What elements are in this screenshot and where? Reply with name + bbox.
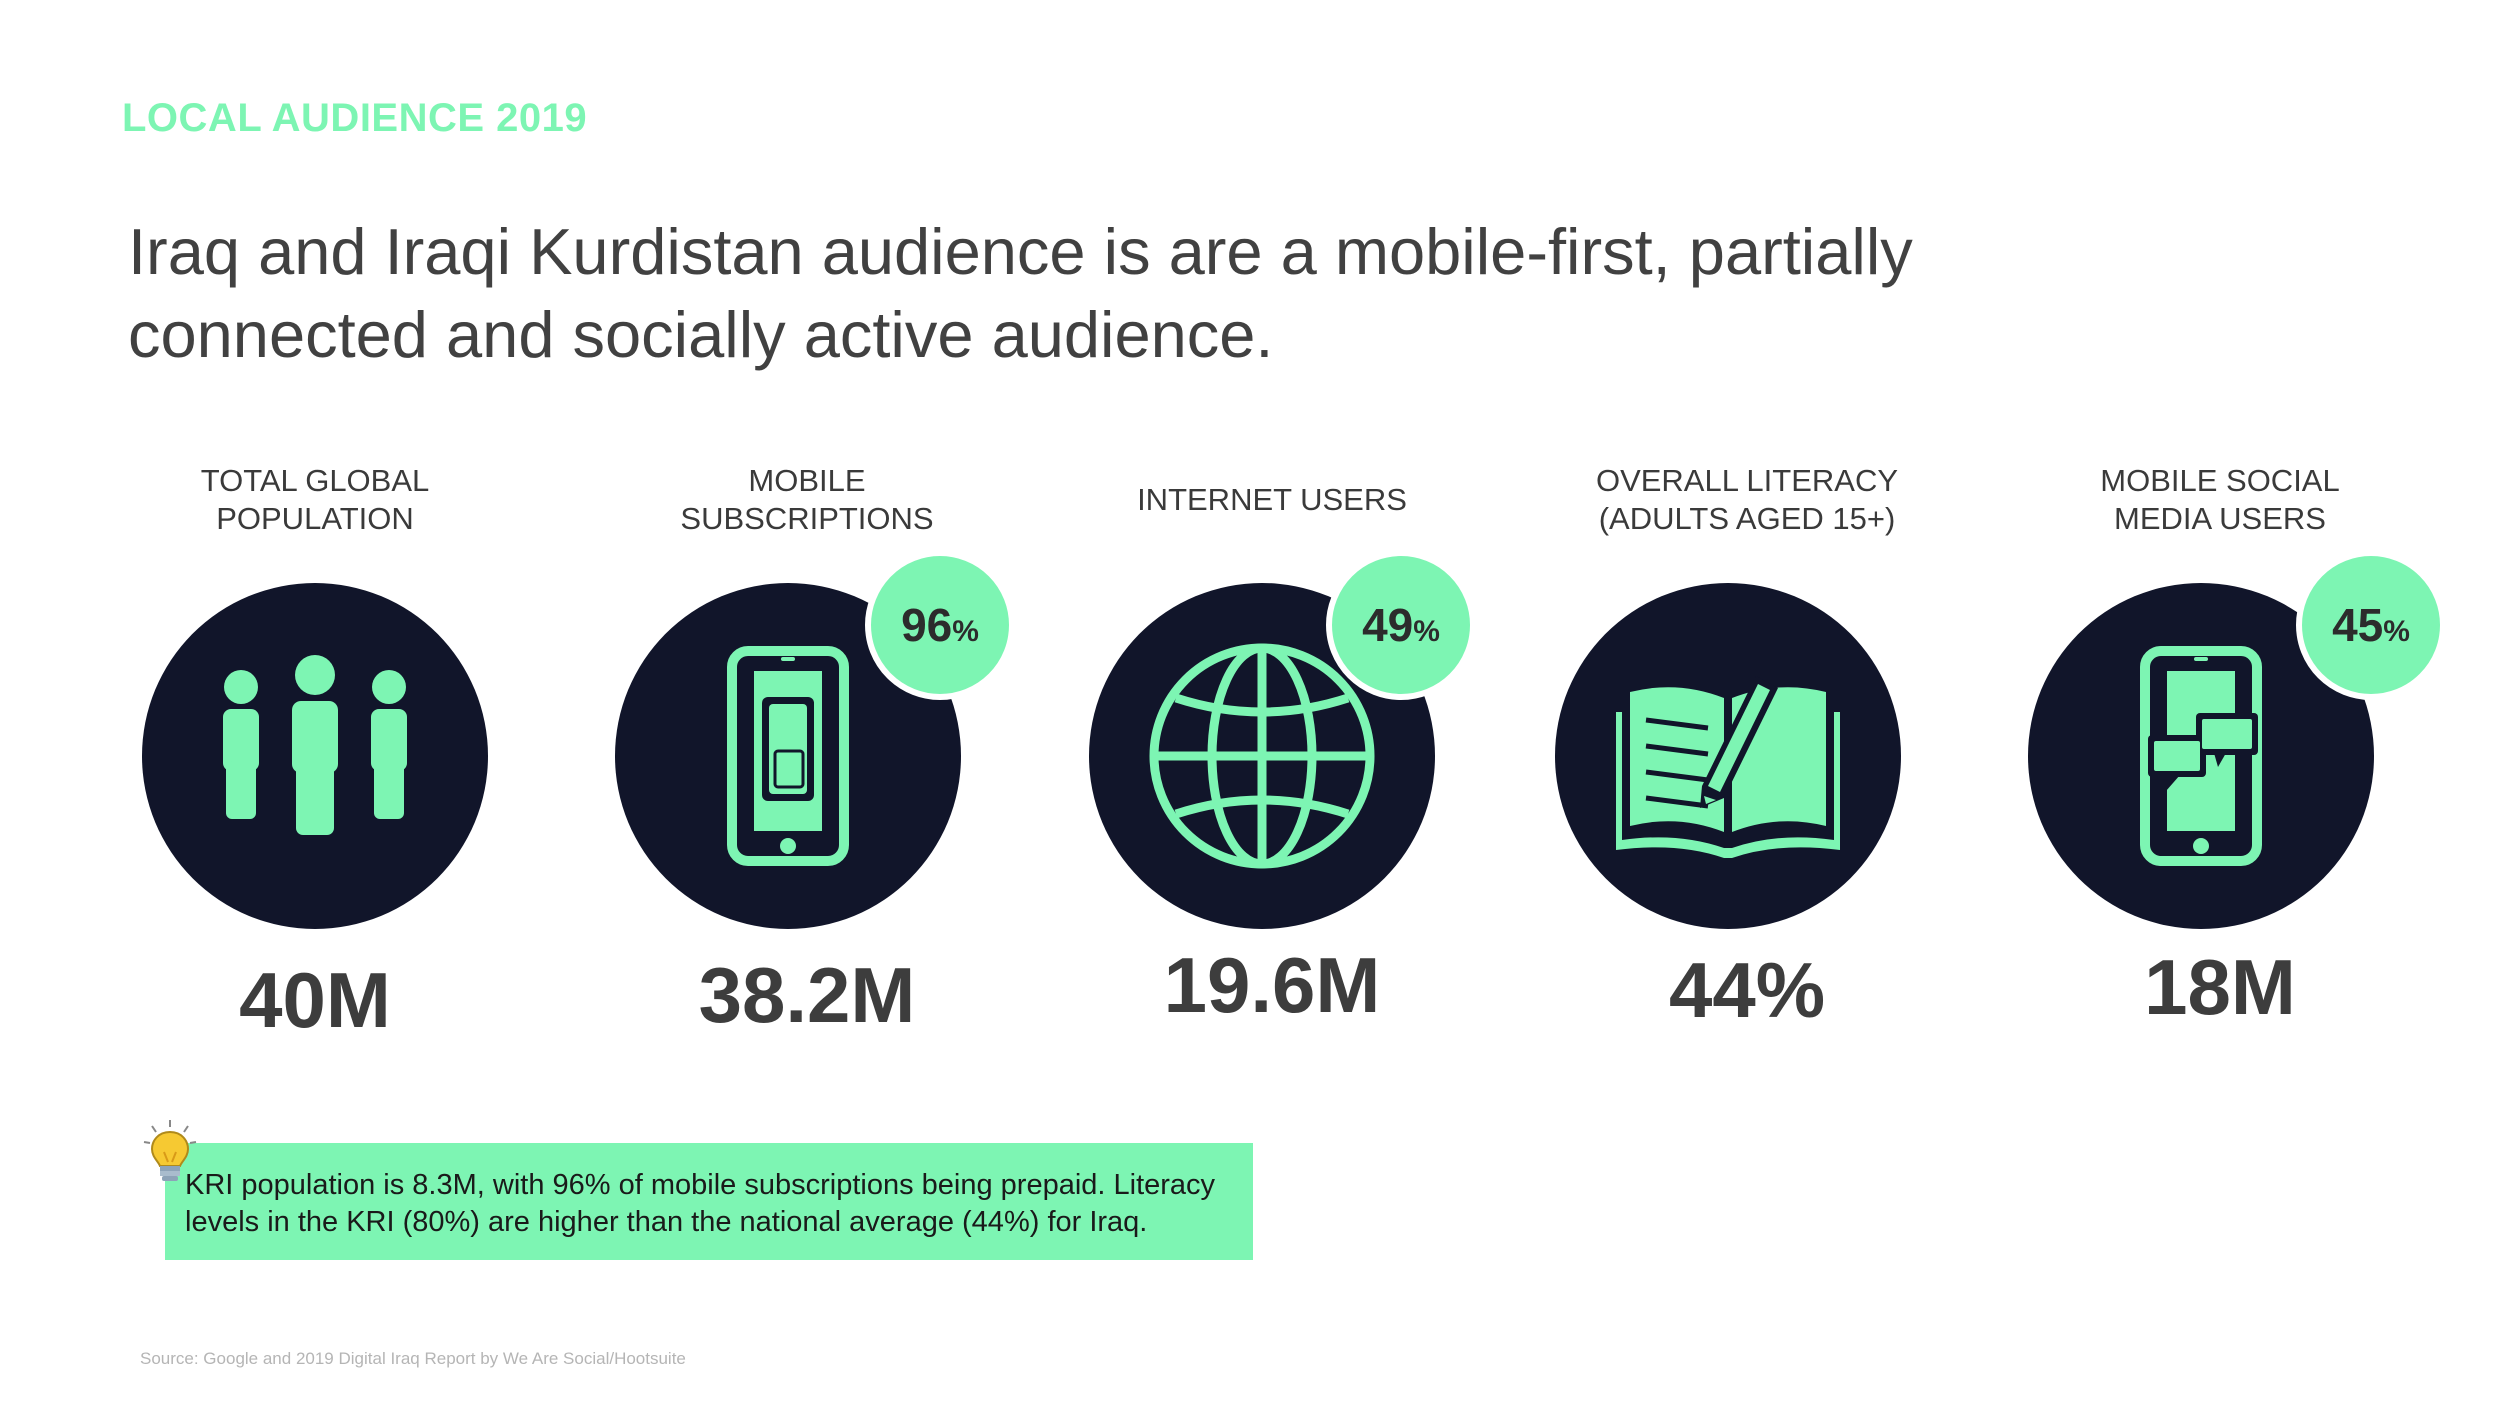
people-icon: [223, 655, 407, 835]
badge-unit: %: [952, 615, 979, 648]
badge-unit: %: [2383, 615, 2410, 648]
badge-value: 49: [1362, 599, 1414, 651]
globe-icon: [1149, 643, 1375, 869]
stat-mobile-subscriptions: MOBILE SUBSCRIPTIONS 96% 38.2M: [567, 455, 1047, 1055]
mobile-sim-icon: [727, 646, 849, 866]
badge-unit: %: [1413, 615, 1440, 648]
stat-literacy: OVERALL LITERACY (ADULTS AGED 15+) 44%: [1507, 455, 1987, 1055]
lightbulb-icon: [143, 1120, 197, 1181]
book-pencil-icon: [1616, 676, 1840, 858]
percentage-badge: 45%: [2296, 550, 2446, 700]
stat-value: 19.6M: [1163, 941, 1381, 1029]
badge-value: 45: [2332, 599, 2384, 651]
stat-value: 44%: [1668, 946, 1826, 1034]
info-note: KRI population is 8.3M, with 96% of mobi…: [165, 1143, 1253, 1260]
stat-label: INTERNET USERS: [1137, 482, 1407, 517]
stat-population: TOTAL GLOBAL POPULATION 40M: [75, 455, 555, 1055]
section-label: LOCAL AUDIENCE 2019: [122, 96, 588, 140]
stat-label: TOTAL GLOBAL POPULATION: [200, 463, 430, 536]
stat-internet-users: INTERNET USERS 49% 19.6M: [1032, 455, 1512, 1055]
stat-label: MOBILE SUBSCRIPTIONS: [680, 463, 934, 536]
percentage-badge: 96%: [865, 550, 1015, 700]
stat-value: 38.2M: [698, 951, 916, 1039]
stat-label: OVERALL LITERACY (ADULTS AGED 15+): [1595, 463, 1899, 536]
source-footnote: Source: Google and 2019 Digital Iraq Rep…: [140, 1349, 686, 1368]
stat-icon-circle: [142, 583, 488, 929]
stat-mobile-social-users: MOBILE SOCIAL MEDIA USERS 45% 18M: [1980, 455, 2460, 1055]
stat-label: MOBILE SOCIAL MEDIA USERS: [2100, 463, 2340, 536]
mobile-chat-icon: [2140, 646, 2262, 866]
page-headline: Iraq and Iraqi Kurdistan audience is are…: [128, 215, 1913, 371]
stat-icon-circle: [1089, 583, 1435, 929]
stat-icon-circle: [1555, 583, 1901, 929]
note-text: KRI population is 8.3M, with 96% of mobi…: [185, 1169, 1216, 1238]
stat-value: 18M: [2144, 943, 2296, 1031]
stat-value: 40M: [239, 956, 391, 1044]
badge-value: 96: [901, 599, 953, 651]
percentage-badge: 49%: [1326, 550, 1476, 700]
